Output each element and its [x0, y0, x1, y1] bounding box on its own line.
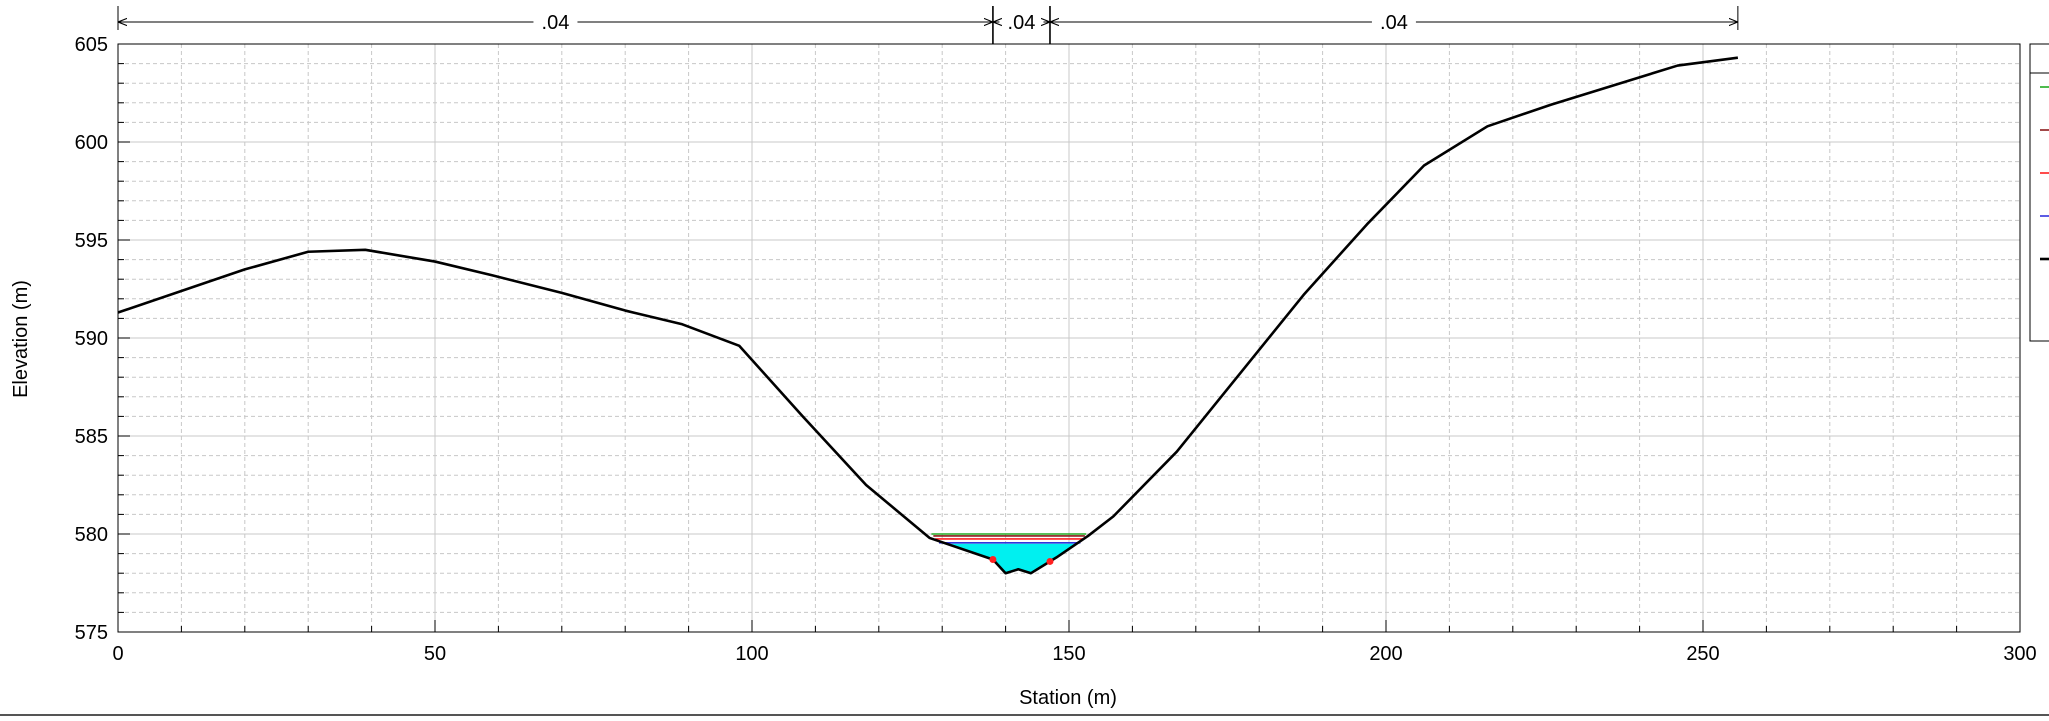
- bank-station-marker: [989, 555, 997, 563]
- water-fill: [946, 543, 1077, 574]
- y-tick-label: 590: [75, 328, 108, 350]
- mannings-n-label: .04: [1380, 12, 1408, 34]
- y-tick-label: 585: [75, 426, 108, 448]
- x-tick-label: 150: [1052, 643, 1085, 665]
- legend-box: [2029, 43, 2049, 342]
- y-tick-label: 600: [75, 132, 108, 154]
- y-tick-label: 605: [75, 34, 108, 56]
- mannings-n-annotations: .04 .04 .04: [117, 6, 1739, 44]
- bank-station-marker: [1046, 557, 1054, 565]
- water-area: [946, 543, 1077, 574]
- legend: [2029, 43, 2049, 342]
- y-axis-title: Elevation (m): [10, 280, 32, 398]
- ground-line: [117, 56, 1739, 575]
- y-tick-label: 575: [75, 622, 108, 644]
- x-tick-label: 0: [112, 643, 123, 665]
- x-tick-label: 300: [2003, 643, 2036, 665]
- x-tick-label: 250: [1686, 643, 1719, 665]
- ground-profile: [117, 56, 1739, 575]
- x-tick-label: 100: [735, 643, 768, 665]
- axis-ticks: 0 50 100 150 200 250 300 575 580 585 590 595 600 605: [75, 34, 2037, 665]
- mannings-n-label: .04: [1008, 12, 1036, 34]
- bottom-border: [0, 714, 2049, 716]
- y-tick-label: 595: [75, 230, 108, 252]
- water-level-lines: [931, 533, 1087, 544]
- grid: [117, 43, 2021, 633]
- x-tick-label: 200: [1369, 643, 1402, 665]
- x-tick-label: 50: [424, 643, 446, 665]
- y-tick-label: 580: [75, 524, 108, 546]
- mannings-n-label: .04: [542, 12, 570, 34]
- x-axis-title: Station (m): [1019, 687, 1117, 709]
